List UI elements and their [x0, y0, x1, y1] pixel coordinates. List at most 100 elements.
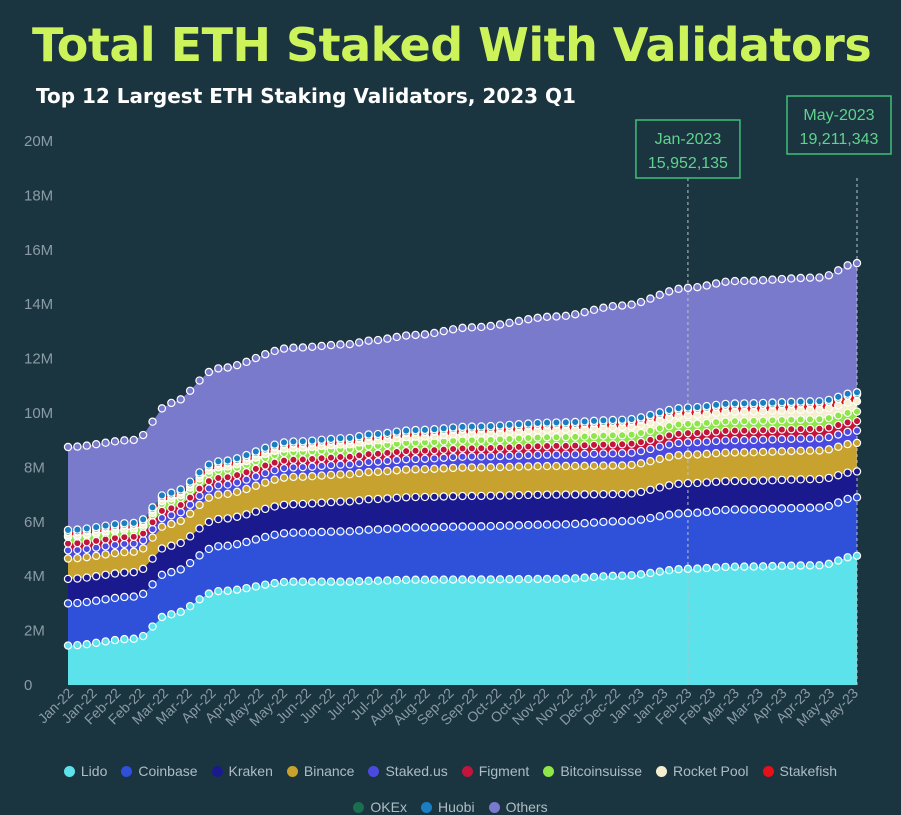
data-point: [777, 398, 787, 407]
data-point: [524, 433, 533, 443]
data-point: [157, 570, 167, 580]
data-point: [664, 405, 674, 415]
data-point: [120, 519, 129, 528]
legend-item-staked-us[interactable]: Staked.us: [368, 763, 448, 779]
y-tick-label: 10M: [24, 405, 53, 422]
data-point: [599, 303, 608, 312]
data-point: [204, 367, 214, 377]
data-point: [740, 435, 749, 445]
data-point: [721, 505, 730, 515]
data-point: [768, 504, 777, 513]
legend-item-coinbase[interactable]: Coinbase: [121, 763, 198, 779]
legend-item-others[interactable]: Others: [488, 799, 548, 815]
data-point: [157, 522, 167, 531]
legend-label: Coinbase: [138, 763, 198, 779]
y-tick-label: 6M: [24, 514, 45, 531]
data-point: [298, 343, 308, 352]
data-point: [824, 473, 834, 483]
data-point: [542, 461, 552, 471]
data-point: [270, 475, 279, 484]
data-point: [533, 462, 542, 471]
data-point: [834, 430, 843, 439]
legend-swatch: [762, 765, 774, 777]
data-point: [467, 463, 477, 472]
data-point: [411, 492, 420, 502]
data-point: [552, 520, 561, 529]
data-point: [448, 575, 458, 584]
data-point: [392, 575, 401, 585]
data-point: [73, 538, 82, 548]
data-point: [195, 468, 204, 477]
data-point: [326, 577, 336, 586]
legend-label: Bitcoinsuisse: [560, 763, 643, 779]
data-point: [711, 477, 721, 486]
data-point: [617, 571, 627, 580]
data-point: [289, 437, 298, 446]
data-point: [693, 402, 702, 412]
data-point: [542, 312, 552, 322]
data-point: [617, 415, 627, 424]
data-point: [430, 445, 439, 455]
data-point: [721, 477, 730, 486]
data-point: [768, 435, 777, 444]
annotation-box: [786, 95, 892, 155]
data-point: [91, 536, 101, 546]
data-point: [702, 418, 711, 428]
data-point: [843, 427, 852, 437]
annotation-value: 19,211,343: [800, 131, 879, 148]
data-point: [138, 515, 148, 524]
legend-item-huobi[interactable]: Huobi: [420, 799, 475, 815]
data-point: [148, 580, 157, 589]
data-point: [251, 507, 261, 516]
data-point: [495, 462, 505, 472]
legend-label: Others: [505, 799, 548, 815]
data-point: [345, 339, 354, 349]
data-point: [411, 425, 420, 435]
data-point: [129, 532, 138, 541]
data-point: [477, 322, 486, 332]
data-point: [185, 532, 195, 541]
data-point: [608, 571, 617, 581]
data-point: [261, 504, 270, 514]
data-point: [787, 446, 796, 456]
data-point: [63, 525, 73, 535]
data-point: [749, 505, 758, 514]
data-point: [63, 641, 73, 650]
data-point: [157, 544, 167, 553]
data-point: [317, 527, 326, 537]
data-point: [796, 561, 805, 570]
data-point: [458, 422, 467, 432]
legend-item-stakefish[interactable]: Stakefish: [762, 763, 837, 779]
data-point: [439, 424, 448, 433]
data-point: [693, 428, 702, 438]
legend-item-lido[interactable]: Lido: [63, 763, 107, 779]
data-point: [740, 448, 749, 457]
data-point: [82, 524, 91, 533]
chart-legend: Lido Coinbase Kraken Binance Staked.us Figmen…: [0, 763, 901, 815]
data-point: [796, 397, 805, 406]
data-point: [852, 467, 862, 476]
legend-item-figment[interactable]: Figment: [461, 763, 529, 779]
legend-swatch: [543, 765, 555, 777]
data-point: [843, 389, 852, 398]
data-point: [796, 273, 805, 283]
data-point: [477, 463, 486, 472]
data-point: [411, 446, 420, 456]
data-point: [138, 544, 148, 553]
data-point: [571, 310, 580, 319]
legend-item-kraken[interactable]: Kraken: [211, 763, 273, 779]
legend-item-okex[interactable]: OKEx: [353, 799, 407, 815]
data-point: [552, 450, 561, 459]
data-point: [693, 478, 702, 488]
data-point: [279, 344, 289, 353]
data-point: [552, 418, 561, 427]
data-point: [589, 440, 599, 450]
legend-item-bitcoinsuisse[interactable]: Bitcoinsuisse: [543, 763, 642, 779]
data-point: [599, 449, 608, 458]
data-point: [796, 503, 805, 513]
data-point: [655, 442, 664, 451]
data-point: [458, 444, 467, 453]
legend-item-rocket-pool[interactable]: Rocket Pool: [656, 763, 749, 779]
legend-item-binance[interactable]: Binance: [286, 763, 354, 779]
data-point: [495, 320, 505, 329]
